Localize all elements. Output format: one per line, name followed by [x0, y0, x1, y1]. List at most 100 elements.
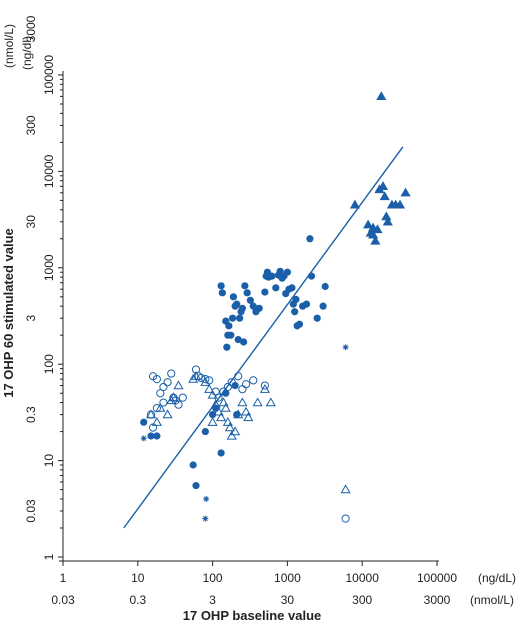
x-unit-alt-label: (nmol/L) [470, 593, 514, 607]
open-circle-point [163, 378, 172, 387]
filled-circle-point [255, 304, 263, 312]
x-tick-label: 1000 [274, 571, 301, 585]
asterisk-point [342, 344, 349, 351]
asterisk-point [140, 435, 147, 442]
open-triangle-point [243, 412, 254, 422]
y-tick-label-alt: 3 [24, 315, 38, 322]
axes [59, 71, 439, 562]
open-triangle-point [213, 406, 224, 416]
open-triangle-point [155, 402, 166, 412]
filled-circle-point [236, 314, 244, 322]
filled-circle-point [217, 282, 225, 290]
filled-triangle-point [372, 224, 383, 234]
filled-circle-point [238, 304, 246, 312]
open-triangle-point [168, 392, 179, 402]
open-triangle-point [145, 409, 157, 419]
x-tick-label: 1 [60, 571, 67, 585]
open-triangle-point [218, 397, 229, 407]
filled-circle-point [276, 267, 284, 275]
filled-circle-point [228, 314, 237, 322]
y-tick-label-alt: 0.03 [24, 499, 38, 523]
filled-circle-point [241, 282, 249, 290]
open-triangle-point [166, 395, 177, 405]
y-tick-label: 1000 [42, 254, 56, 281]
filled-circle-point [147, 432, 155, 440]
filled-circle-point [223, 343, 231, 351]
y-unit-label: (ng/dl) [20, 36, 34, 70]
open-triangle-point [252, 397, 263, 407]
open-triangle-point [226, 430, 237, 440]
y-unit-alt-label: (nmol/L) [2, 24, 16, 68]
filled-triangle-point [377, 181, 389, 190]
filled-circle-point [291, 308, 299, 316]
open-circle-point [234, 372, 243, 381]
x-tick-label: 100 [203, 571, 223, 585]
x-unit-label: (ng/dL) [478, 571, 516, 585]
y-tick-label-alt: 0.3 [24, 406, 38, 423]
y-axis-title: 17 OHP 60 stimulated value [1, 228, 16, 398]
filled-triangle-point [394, 199, 406, 209]
filled-circle-point [307, 272, 316, 280]
y-tick-label-alt: 300 [24, 115, 38, 135]
open-triangle-point [200, 377, 211, 386]
open-circle-point [196, 373, 206, 383]
filled-triangle-point [368, 229, 379, 239]
filled-circle-point [313, 314, 321, 322]
filled-circle-point [218, 289, 226, 297]
y-axis-ticks: 1 10 100 1000 10000 100000 0.03 0.3 3 30 300 3000 [24, 15, 63, 560]
filled-circle-point [189, 461, 197, 469]
filled-circle-point [225, 322, 233, 330]
filled-triangle-point [370, 235, 381, 245]
open-circle-point [238, 385, 247, 394]
filled-triangle-point [376, 91, 387, 101]
open-triangle-point [240, 406, 252, 416]
filled-circle-point [140, 418, 148, 426]
open-triangle-point [207, 389, 218, 399]
filled-circle-point [153, 432, 161, 440]
filled-circle-point [268, 272, 276, 280]
filled-circle-point [261, 288, 269, 296]
filled-circle-point [292, 295, 300, 304]
x-axis-title: 17 OHP baseline value [183, 608, 322, 623]
open-circle-point [249, 376, 258, 385]
open-circle-point [241, 380, 251, 389]
filled-circle-point [246, 296, 254, 304]
regression-line [123, 146, 404, 529]
x-tick-label: 10000 [346, 571, 380, 585]
filled-triangle-point [363, 219, 374, 229]
open-triangle-point [237, 397, 248, 407]
filled-circle-point [231, 381, 239, 390]
open-triangle-point [210, 399, 221, 409]
filled-triangle-point [382, 216, 393, 226]
filled-triangle-point [379, 191, 390, 201]
x-tick-label-alt: 3000 [424, 593, 451, 607]
y-tick-label: 1 [42, 553, 56, 560]
filled-circle-point [249, 302, 257, 310]
y-tick-label: 10 [42, 454, 56, 468]
filled-circle-point [302, 300, 311, 308]
open-circle-point [201, 375, 210, 384]
y-tick-label-alt: 3000 [24, 15, 38, 42]
open-triangle-point [222, 417, 233, 426]
open-triangle-point [151, 417, 162, 426]
x-tick-label-alt: 0.3 [129, 593, 146, 607]
x-tick-label-alt: 3 [209, 593, 216, 607]
asterisk-point [202, 515, 209, 522]
open-triangle-point [204, 384, 215, 393]
filled-circle-point [295, 320, 304, 328]
filled-circle-point [217, 449, 225, 457]
x-tick-label-alt: 300 [352, 593, 372, 607]
open-circle-point [178, 393, 187, 402]
open-triangle-point [233, 409, 244, 419]
open-triangle-point [173, 380, 184, 390]
open-triangle-point [340, 484, 351, 494]
filled-circle-point [192, 482, 200, 490]
open-circle-point [152, 375, 161, 384]
open-triangle-point [259, 384, 270, 393]
open-triangle-point [224, 422, 235, 432]
y-tick-label: 100 [42, 354, 56, 374]
open-circle-point [341, 514, 350, 523]
open-circle-point [159, 398, 168, 407]
x-tick-label-alt: 0.03 [51, 593, 75, 607]
open-circle-point [260, 381, 269, 390]
